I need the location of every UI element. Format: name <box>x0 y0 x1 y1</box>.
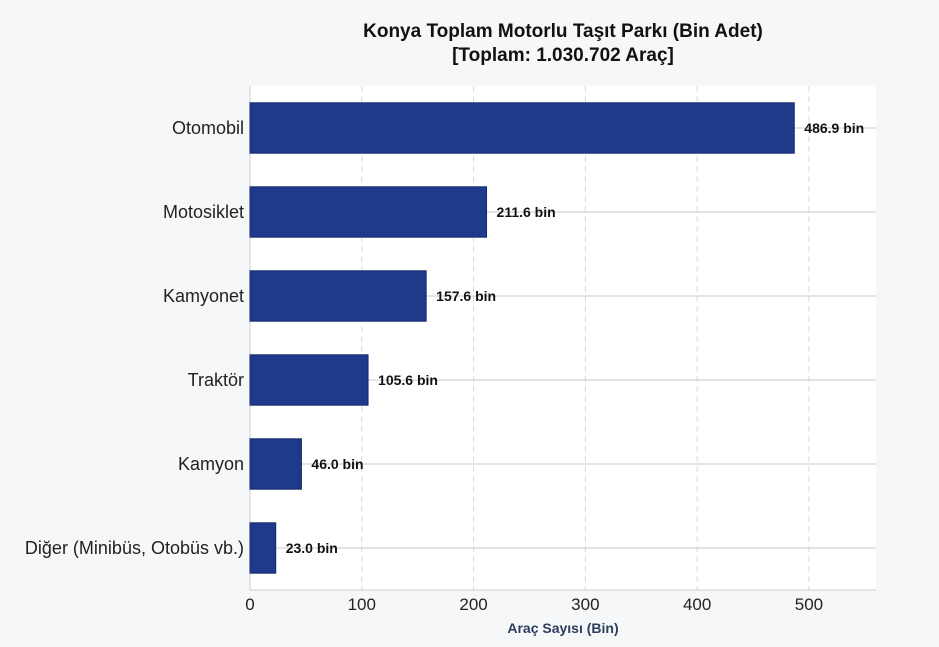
data-label: 211.6 bin <box>497 204 556 220</box>
category-label: Kamyon <box>178 454 244 474</box>
x-tick-label: 300 <box>571 595 599 614</box>
bar <box>249 102 795 154</box>
bar <box>249 186 488 238</box>
data-label: 157.6 bin <box>436 288 496 304</box>
x-tick-label: 100 <box>348 595 376 614</box>
plot-area <box>250 86 876 590</box>
chart-subtitle: [Toplam: 1.030.702 Araç] <box>452 45 674 66</box>
x-tick-label: 500 <box>795 595 823 614</box>
category-label: Otomobil <box>172 118 244 138</box>
data-label: 23.0 bin <box>286 540 338 556</box>
chart-title: Konya Toplam Motorlu Taşıt Parkı (Bin Ad… <box>363 21 763 42</box>
bar <box>249 270 427 322</box>
category-label: Kamyonet <box>163 286 244 306</box>
category-label: Traktör <box>188 370 244 390</box>
bar <box>249 354 369 406</box>
x-tick-label: 0 <box>245 595 254 614</box>
x-tick-label: 200 <box>459 595 487 614</box>
bar <box>249 438 302 490</box>
data-label: 46.0 bin <box>311 456 363 472</box>
bar <box>249 522 277 574</box>
category-label: Motosiklet <box>163 202 244 222</box>
x-tick-label: 400 <box>683 595 711 614</box>
data-label: 105.6 bin <box>378 372 438 388</box>
category-label: Diğer (Minibüs, Otobüs vb.) <box>25 538 244 558</box>
x-axis-title: Araç Sayısı (Bin) <box>507 620 618 636</box>
data-label: 486.9 bin <box>804 120 864 136</box>
